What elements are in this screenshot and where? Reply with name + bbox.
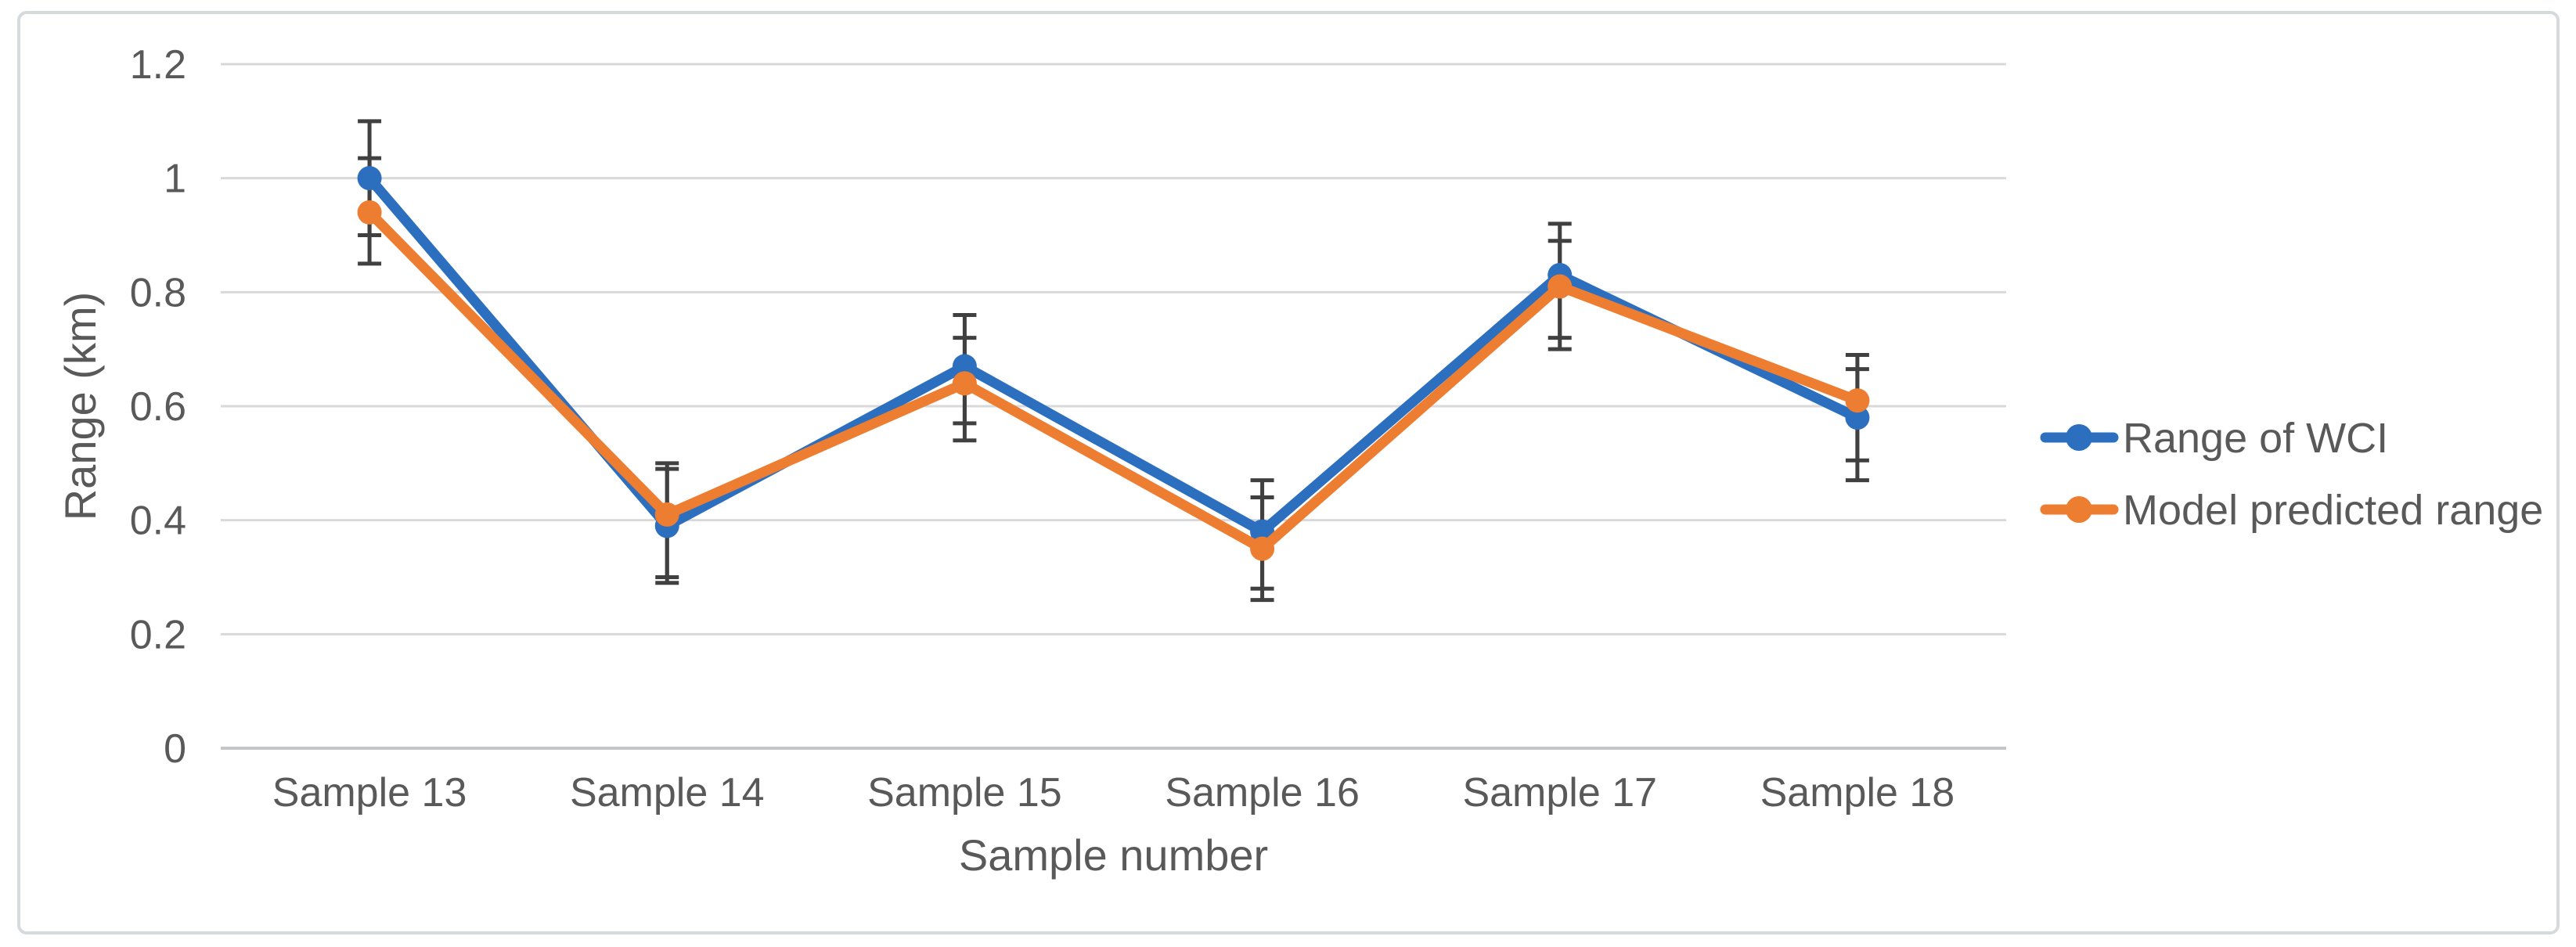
series-line-model-predicted-range (364, 207, 1863, 554)
x-tick-label: Sample 17 (1462, 770, 1657, 816)
legend: Range of WCI Model predicted range (2040, 415, 2543, 534)
data-point (952, 371, 977, 396)
y-tick-label: 1.2 (130, 42, 186, 88)
data-point (1845, 388, 1870, 413)
x-tick-label: Sample 16 (1165, 770, 1360, 816)
y-tick-label: 1 (164, 157, 186, 202)
y-tick-label: 0.4 (130, 499, 186, 544)
x-tick-label: Sample 18 (1760, 770, 1955, 816)
y-axis-title: Range (km) (56, 292, 105, 521)
data-point (357, 166, 382, 191)
data-point (357, 200, 382, 225)
data-point (1250, 536, 1275, 561)
legend-item: Model predicted range (2040, 487, 2543, 534)
data-point (1547, 274, 1573, 299)
x-tick-label: Sample 14 (570, 770, 765, 816)
y-tick-label: 0.2 (130, 612, 186, 657)
x-axis-title: Sample number (959, 830, 1268, 880)
legend-marker-dot (2066, 496, 2092, 523)
legend-label: Range of WCI (2123, 415, 2388, 462)
x-tick-label: Sample 13 (272, 770, 467, 816)
x-axis-tick-labels: Sample 13 Sample 14 Sample 15 Sample 16 Samp… (272, 770, 1955, 816)
gridlines (221, 63, 2006, 750)
y-tick-label: 0.8 (130, 270, 186, 315)
series-markers (357, 200, 1870, 561)
legend-marker-dot (2066, 424, 2092, 451)
data-point (1845, 405, 1870, 430)
legend-label: Model predicted range (2123, 487, 2543, 534)
figure-border (17, 11, 2560, 934)
y-axis-tick-labels: 0 0.2 0.4 0.6 0.8 1 1.2 (130, 42, 186, 772)
legend-item: Range of WCI (2040, 415, 2388, 462)
y-tick-label: 0 (164, 726, 186, 772)
x-tick-label: Sample 15 (867, 770, 1062, 816)
y-tick-label: 0.6 (130, 384, 186, 430)
data-point (654, 502, 679, 527)
data-point (952, 354, 977, 379)
